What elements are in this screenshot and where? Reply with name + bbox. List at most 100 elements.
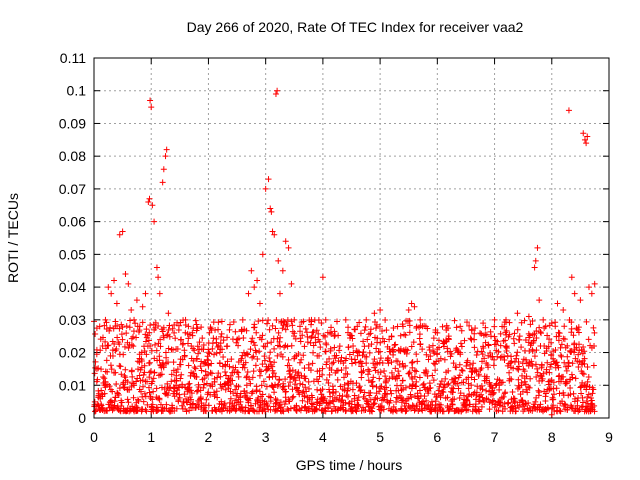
- data-point: [526, 332, 533, 339]
- data-point: [134, 396, 141, 403]
- data-point: [561, 401, 568, 408]
- data-point: [281, 344, 288, 351]
- data-point: [293, 402, 300, 409]
- data-point: [249, 335, 256, 342]
- data-point: [580, 343, 587, 350]
- data-point: [250, 353, 257, 360]
- data-point: [533, 335, 540, 342]
- data-point: [280, 318, 287, 325]
- data-point: [425, 388, 432, 395]
- data-point: [160, 324, 167, 331]
- data-point: [272, 400, 279, 407]
- x-tick-label: 6: [433, 429, 441, 445]
- data-point: [225, 382, 232, 389]
- data-point: [327, 393, 334, 400]
- data-point: [527, 321, 534, 328]
- data-point: [148, 380, 155, 387]
- data-point: [565, 107, 572, 114]
- data-point: [560, 307, 567, 313]
- data-point: [160, 166, 167, 173]
- data-point: [390, 403, 397, 410]
- data-point: [113, 300, 120, 307]
- data-point: [148, 408, 155, 415]
- data-point: [445, 380, 452, 387]
- data-point: [128, 307, 135, 313]
- data-point: [147, 343, 154, 350]
- data-point: [302, 384, 309, 391]
- data-point: [302, 375, 309, 382]
- data-point: [532, 398, 539, 405]
- data-point: [511, 340, 518, 347]
- data-point: [542, 323, 549, 330]
- data-point: [576, 341, 583, 348]
- data-point: [460, 379, 467, 386]
- data-point: [342, 408, 349, 415]
- data-point: [571, 349, 578, 356]
- data-point: [222, 369, 229, 376]
- data-point: [316, 338, 323, 345]
- data-point: [336, 392, 343, 399]
- data-point: [129, 403, 136, 410]
- data-point: [354, 323, 361, 330]
- data-point: [574, 326, 581, 333]
- data-point: [95, 365, 102, 372]
- data-point: [195, 350, 202, 357]
- data-point: [237, 398, 244, 405]
- data-point: [104, 407, 111, 414]
- data-point: [134, 366, 141, 373]
- data-point: [299, 332, 306, 339]
- data-point: [494, 338, 501, 345]
- data-point: [133, 297, 140, 304]
- data-point: [267, 398, 274, 405]
- data-point: [475, 406, 482, 413]
- data-point: [358, 363, 365, 370]
- data-point: [350, 342, 357, 349]
- data-point: [301, 404, 308, 411]
- data-point: [550, 379, 557, 386]
- data-point: [583, 386, 590, 393]
- data-point: [402, 362, 409, 369]
- data-point: [287, 379, 294, 386]
- data-point: [529, 318, 536, 324]
- data-point: [195, 383, 202, 390]
- data-point: [282, 326, 289, 333]
- data-point: [248, 390, 255, 397]
- data-point: [538, 330, 545, 337]
- data-point: [585, 373, 592, 380]
- data-point: [437, 355, 444, 362]
- data-point: [151, 218, 158, 225]
- data-point: [234, 336, 241, 343]
- data-point: [261, 405, 268, 412]
- data-point: [560, 373, 567, 380]
- data-point: [99, 334, 106, 341]
- data-point: [548, 339, 555, 346]
- data-point: [353, 380, 360, 387]
- data-point: [536, 297, 543, 304]
- data-point: [298, 372, 305, 379]
- data-point: [112, 394, 119, 401]
- data-point: [364, 398, 371, 405]
- data-point: [416, 374, 423, 381]
- data-point: [229, 377, 236, 384]
- data-point: [116, 231, 123, 238]
- data-point: [268, 339, 275, 346]
- data-point: [157, 371, 164, 378]
- data-point: [118, 321, 125, 328]
- data-point: [93, 351, 100, 358]
- data-point: [586, 405, 593, 412]
- data-point: [106, 327, 113, 334]
- data-point: [501, 390, 508, 397]
- data-point: [163, 146, 170, 153]
- data-point: [256, 372, 263, 379]
- data-point: [156, 395, 163, 402]
- data-point: [177, 361, 184, 368]
- data-point: [96, 323, 103, 330]
- data-point: [589, 390, 596, 397]
- data-point: [92, 330, 99, 337]
- data-point: [568, 371, 575, 378]
- data-point: [487, 354, 494, 361]
- data-point: [394, 323, 401, 330]
- data-point: [277, 399, 284, 406]
- data-point: [322, 333, 329, 340]
- data-point: [411, 367, 418, 374]
